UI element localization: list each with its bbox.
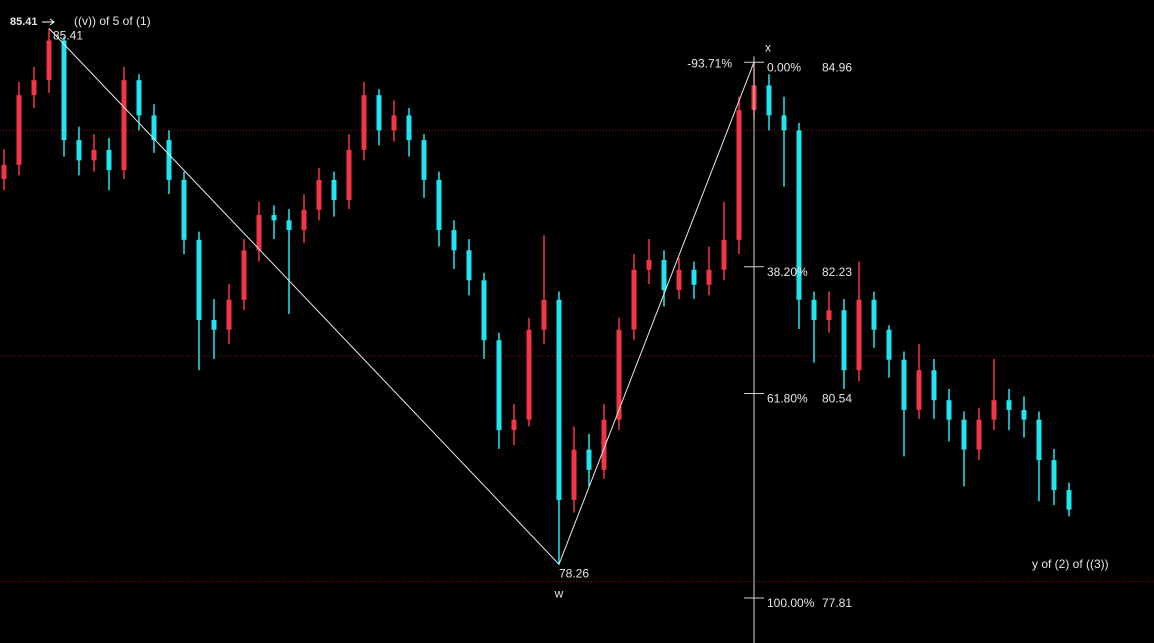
candle-body — [511, 419, 517, 431]
candle-body — [616, 329, 622, 420]
candle-body — [271, 215, 277, 221]
candle-body — [811, 299, 817, 321]
candle-body — [1036, 419, 1042, 461]
candle-body — [886, 329, 892, 360]
candle-body — [841, 310, 847, 371]
candle-body — [406, 115, 412, 141]
candle-body — [526, 329, 532, 420]
candle-body — [706, 269, 712, 285]
candle-body — [781, 115, 787, 131]
candle-body — [121, 80, 127, 171]
candle-body — [31, 80, 37, 96]
candle-body — [916, 370, 922, 410]
fib-pct: 100.00% — [767, 596, 815, 610]
candle-body — [1, 164, 7, 180]
candle-body — [346, 149, 352, 201]
candle-body — [361, 95, 367, 150]
candle-body — [976, 419, 982, 450]
candle-body — [376, 95, 382, 131]
pivot-value: 85.41 — [53, 29, 83, 43]
candle-body — [601, 419, 607, 470]
candle-body — [1051, 460, 1057, 491]
candle-body — [1021, 409, 1027, 420]
candle-body — [661, 260, 667, 291]
candle-body — [646, 260, 652, 270]
candle-body — [436, 179, 442, 231]
candle-body — [16, 95, 22, 165]
candle-body — [241, 250, 247, 300]
fib-value: 77.81 — [822, 596, 852, 610]
fib-value: 82.23 — [822, 265, 852, 279]
candle-body — [166, 140, 172, 180]
fib-pct: 61.80% — [767, 392, 808, 406]
candle-body — [46, 40, 52, 81]
fib-value: 80.54 — [822, 392, 852, 406]
candle-body — [571, 449, 577, 500]
candle-body — [1006, 400, 1012, 410]
candle-body — [556, 299, 562, 500]
candle-body — [631, 269, 637, 330]
candle-body — [181, 179, 187, 240]
pivot-name: x — [765, 40, 771, 54]
candle-body — [331, 179, 337, 201]
candle-body — [391, 115, 397, 131]
fib-extension: -93.71% — [687, 56, 732, 70]
candle-body — [286, 220, 292, 231]
candle-body — [586, 449, 592, 470]
candle-body — [796, 130, 802, 300]
candle-body — [931, 370, 937, 401]
wave-label: ((v)) of 5 of (1) — [74, 14, 151, 28]
candle-body — [496, 340, 502, 431]
candle-body — [451, 230, 457, 251]
pivot-name: w — [554, 586, 564, 600]
candle-body — [481, 280, 487, 341]
candle-body — [211, 320, 217, 330]
price-flag: 85.41 — [10, 16, 38, 28]
candle-body — [691, 269, 697, 285]
candle-body — [856, 299, 862, 371]
pivot-value: 78.26 — [559, 566, 589, 580]
candle-body — [256, 215, 262, 251]
candle-body — [466, 250, 472, 281]
candle-body — [901, 359, 907, 410]
candle-body — [76, 140, 82, 161]
candle-body — [721, 239, 727, 270]
candle-body — [871, 299, 877, 330]
candle-body — [991, 400, 997, 420]
candle-body — [826, 310, 832, 321]
candle-body — [301, 209, 307, 231]
fib-value: 84.96 — [822, 60, 852, 74]
candle-body — [421, 140, 427, 180]
candle-body — [766, 85, 772, 116]
candle-body — [136, 80, 142, 116]
fib-pct: 0.00% — [767, 60, 801, 74]
candle-body — [1066, 490, 1072, 510]
candle-body — [226, 299, 232, 330]
candle-body — [151, 115, 157, 141]
candle-body — [106, 149, 112, 171]
fib-pct: 38.20% — [767, 265, 808, 279]
candle-body — [91, 149, 97, 161]
arrow-head — [49, 18, 55, 26]
candle-body — [961, 419, 967, 450]
candle-body — [316, 179, 322, 210]
candle-body — [676, 269, 682, 291]
candle-body — [736, 110, 742, 240]
candle-body — [196, 239, 202, 321]
end-label: y of (2) of ((3)) — [1032, 557, 1109, 571]
candle-body — [541, 299, 547, 330]
wave-line — [48, 28, 755, 566]
candle-body — [61, 40, 67, 141]
candle-body — [946, 400, 952, 420]
